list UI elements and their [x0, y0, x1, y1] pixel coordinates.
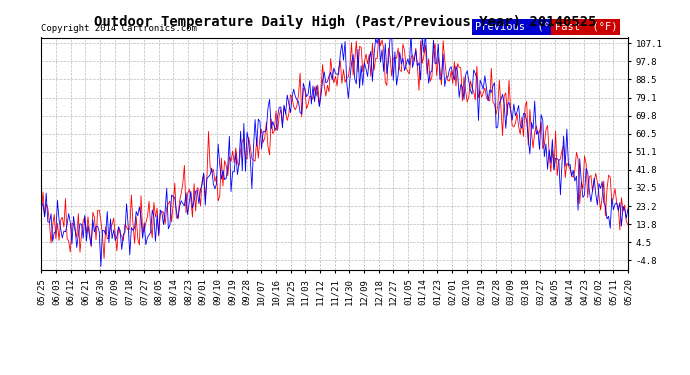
Text: Outdoor Temperature Daily High (Past/Previous Year) 20140525: Outdoor Temperature Daily High (Past/Pre…: [94, 15, 596, 29]
Text: Copyright 2014 Cartronics.com: Copyright 2014 Cartronics.com: [41, 24, 197, 33]
Text: Previous  (°F): Previous (°F): [475, 22, 563, 32]
Text: Past  (°F): Past (°F): [555, 22, 617, 32]
